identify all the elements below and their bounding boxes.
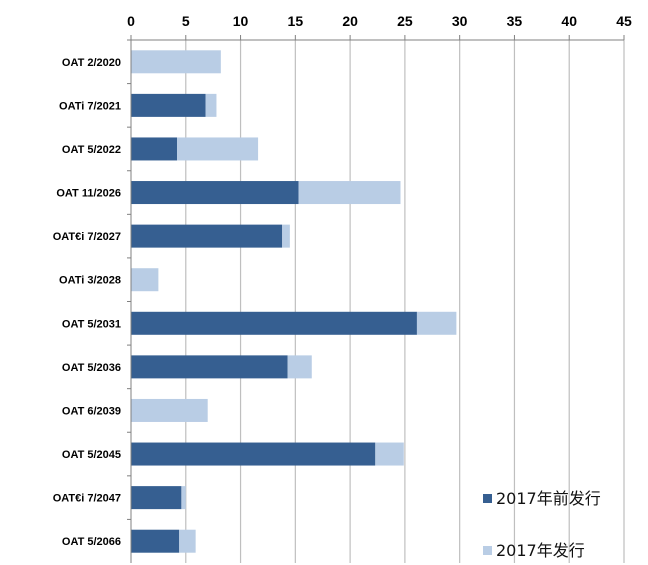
bar-2017-4 (282, 225, 290, 248)
bar-pre-2017-2 (131, 137, 177, 160)
bar-2017-5 (131, 268, 158, 291)
category-label: OAT€i 7/2047 (53, 493, 121, 505)
legend-swatch (483, 494, 492, 503)
bar-2017-2 (177, 137, 258, 160)
bar-2017-6 (417, 312, 456, 335)
x-tick-label-40: 40 (561, 13, 577, 29)
bar-pre-2017-6 (131, 312, 417, 335)
x-tick-label-15: 15 (288, 13, 304, 29)
bar-pre-2017-3 (131, 181, 299, 204)
category-label: OAT 2/2020 (62, 57, 121, 69)
legend-item-2017: 2017年发行 (483, 541, 585, 560)
category-label: OAT 6/2039 (62, 405, 121, 417)
bar-pre-2017-4 (131, 225, 282, 248)
category-label: OATi 7/2021 (59, 100, 121, 112)
x-tick-label-25: 25 (397, 13, 413, 29)
category-label: OAT 5/2066 (62, 536, 121, 548)
bar-2017-9 (375, 443, 403, 466)
bar-2017-11 (179, 530, 195, 553)
legend: 2017年前发行 2017年发行 (483, 489, 601, 560)
bar-pre-2017-9 (131, 443, 375, 466)
x-tick-label-5: 5 (182, 13, 190, 29)
x-tick-label-0: 0 (127, 13, 135, 29)
x-tick-label-20: 20 (342, 13, 358, 29)
bar-pre-2017-7 (131, 355, 288, 378)
bars (131, 50, 456, 552)
bar-pre-2017-1 (131, 94, 205, 117)
bar-2017-1 (205, 94, 216, 117)
legend-swatch (483, 546, 492, 555)
category-label: OATi 3/2028 (59, 275, 121, 287)
gridlines (186, 40, 624, 563)
legend-item-pre-2017: 2017年前发行 (483, 489, 601, 508)
x-tick-label-45: 45 (616, 13, 632, 29)
x-tick-label-30: 30 (452, 13, 468, 29)
category-label: OAT 5/2036 (62, 362, 121, 374)
bar-2017-3 (299, 181, 401, 204)
category-label: OAT 11/2026 (56, 188, 121, 200)
bar-pre-2017-10 (131, 486, 181, 509)
legend-label: 2017年发行 (496, 541, 585, 560)
category-label: OAT 5/2022 (62, 144, 121, 156)
bar-pre-2017-11 (131, 530, 179, 553)
category-label: OAT 5/2031 (62, 318, 121, 330)
bar-2017-0 (131, 50, 221, 73)
x-tick-label-35: 35 (507, 13, 523, 29)
bar-2017-8 (131, 399, 208, 422)
legend-label: 2017年前发行 (496, 489, 601, 508)
x-tick-labels: 0 5 10 15 20 25 30 35 40 45 (127, 13, 632, 29)
category-label: OAT 5/2045 (62, 449, 121, 461)
category-labels: OAT 2/2020 OATi 7/2021 OAT 5/2022 OAT 11/20… (53, 57, 121, 548)
bar-2017-7 (288, 355, 312, 378)
category-label: OAT€i 7/2027 (53, 231, 121, 243)
x-tick-label-10: 10 (233, 13, 249, 29)
bar-2017-10 (181, 486, 185, 509)
